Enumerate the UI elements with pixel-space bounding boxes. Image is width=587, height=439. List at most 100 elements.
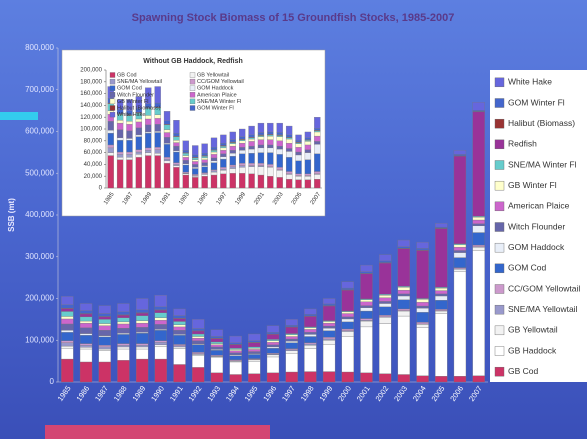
bar-segment bbox=[154, 149, 161, 154]
bar-segment bbox=[145, 131, 152, 134]
bar-segment bbox=[435, 290, 448, 295]
bar-segment bbox=[379, 306, 392, 316]
bar-segment bbox=[210, 170, 218, 173]
legend-label: GOM Cod bbox=[117, 86, 142, 92]
bar-segment bbox=[117, 360, 130, 383]
bar-segment bbox=[192, 145, 199, 156]
bar-segment bbox=[295, 160, 302, 174]
bar-segment bbox=[304, 342, 317, 345]
bar-segment bbox=[257, 122, 265, 133]
legend-label: GOM Winter Fl bbox=[508, 97, 565, 107]
bar-segment bbox=[107, 130, 114, 134]
bar-segment bbox=[285, 338, 298, 342]
bar-segment bbox=[116, 99, 124, 110]
bar-segment bbox=[182, 163, 189, 166]
bar-segment bbox=[173, 145, 180, 151]
bar-segment bbox=[239, 140, 246, 144]
bar-segment bbox=[229, 155, 236, 166]
bar-segment bbox=[267, 167, 274, 177]
bar-segment bbox=[285, 178, 293, 189]
bar-segment bbox=[285, 350, 298, 354]
legend-label: CC/GOM Yellowtail bbox=[508, 283, 580, 293]
bar-segment bbox=[229, 374, 242, 383]
bar-segment bbox=[163, 129, 171, 133]
bar-segment bbox=[192, 330, 205, 335]
bar-segment bbox=[266, 332, 280, 335]
bar-segment bbox=[192, 333, 205, 337]
bar-segment bbox=[163, 120, 171, 125]
bar-segment bbox=[276, 154, 283, 168]
bar-segment bbox=[154, 344, 167, 347]
bar-segment bbox=[117, 317, 130, 323]
bar-segment bbox=[116, 151, 124, 155]
legend-swatch bbox=[189, 85, 196, 91]
bar-segment bbox=[173, 346, 186, 349]
bar-segment bbox=[154, 340, 167, 343]
bar-segment bbox=[126, 140, 133, 153]
bar-segment bbox=[379, 373, 392, 383]
bar-segment bbox=[116, 120, 124, 124]
bar-segment bbox=[220, 173, 227, 189]
bar-segment bbox=[135, 151, 143, 155]
bar-segment bbox=[435, 313, 448, 377]
bar-segment bbox=[276, 122, 283, 133]
legend-label: GOM Haddock bbox=[197, 86, 234, 92]
bar-segment bbox=[210, 346, 224, 350]
bar-segment bbox=[304, 336, 317, 343]
bar-segment bbox=[163, 124, 171, 130]
bar-segment bbox=[239, 167, 246, 174]
bar-segment bbox=[295, 179, 302, 189]
bar-segment bbox=[304, 343, 317, 346]
bar-segment bbox=[248, 351, 261, 354]
bar-segment bbox=[314, 135, 321, 142]
bar-segment bbox=[304, 327, 317, 330]
bar-segment bbox=[182, 160, 189, 164]
decor-strip bbox=[45, 425, 270, 439]
bar-segment bbox=[107, 132, 114, 146]
bar-segment bbox=[192, 340, 205, 345]
bar-segment bbox=[266, 339, 280, 341]
legend-label: GB Haddock bbox=[508, 345, 557, 355]
bar-segment bbox=[210, 357, 224, 373]
bar-segment bbox=[435, 223, 448, 228]
legend-swatch bbox=[189, 105, 196, 111]
bar-segment bbox=[79, 343, 93, 346]
bar-segment bbox=[173, 162, 180, 165]
bar-segment bbox=[229, 164, 236, 167]
legend-swatch bbox=[494, 325, 505, 336]
bar-segment bbox=[210, 137, 218, 148]
bar-segment bbox=[173, 318, 186, 322]
bar-segment bbox=[135, 121, 143, 128]
bar-segment bbox=[201, 162, 208, 166]
bar-segment bbox=[210, 174, 218, 189]
bar-segment bbox=[192, 167, 199, 169]
bar-segment bbox=[379, 303, 392, 308]
y-tick-label: 0 bbox=[99, 186, 103, 192]
bar-segment bbox=[61, 340, 74, 343]
bar-segment bbox=[360, 326, 373, 373]
bar-segment bbox=[98, 323, 111, 326]
bar-segment bbox=[341, 321, 354, 330]
chart-title: Spawning Stock Biomass of 15 Groundfish … bbox=[132, 12, 455, 24]
y-tick-label: 80,000 bbox=[84, 138, 103, 144]
bar-segment bbox=[397, 299, 411, 310]
bar-segment bbox=[285, 134, 293, 138]
bar-segment bbox=[126, 138, 133, 141]
bar-segment bbox=[154, 147, 161, 150]
bar-segment bbox=[266, 348, 280, 354]
legend-swatch bbox=[494, 366, 505, 377]
bar-segment bbox=[117, 343, 130, 346]
bar-segment bbox=[453, 271, 467, 377]
bar-segment bbox=[314, 171, 321, 174]
bar-segment bbox=[295, 151, 302, 156]
bar-segment bbox=[248, 333, 261, 341]
bar-segment bbox=[117, 334, 130, 344]
bar-segment bbox=[416, 250, 429, 299]
bar-segment bbox=[267, 144, 274, 149]
bar-segment bbox=[229, 142, 236, 144]
bar-segment bbox=[416, 312, 429, 323]
bar-segment bbox=[192, 161, 199, 165]
bar-segment bbox=[220, 170, 227, 174]
bar-segment bbox=[295, 147, 302, 153]
bar-segment bbox=[229, 173, 236, 189]
